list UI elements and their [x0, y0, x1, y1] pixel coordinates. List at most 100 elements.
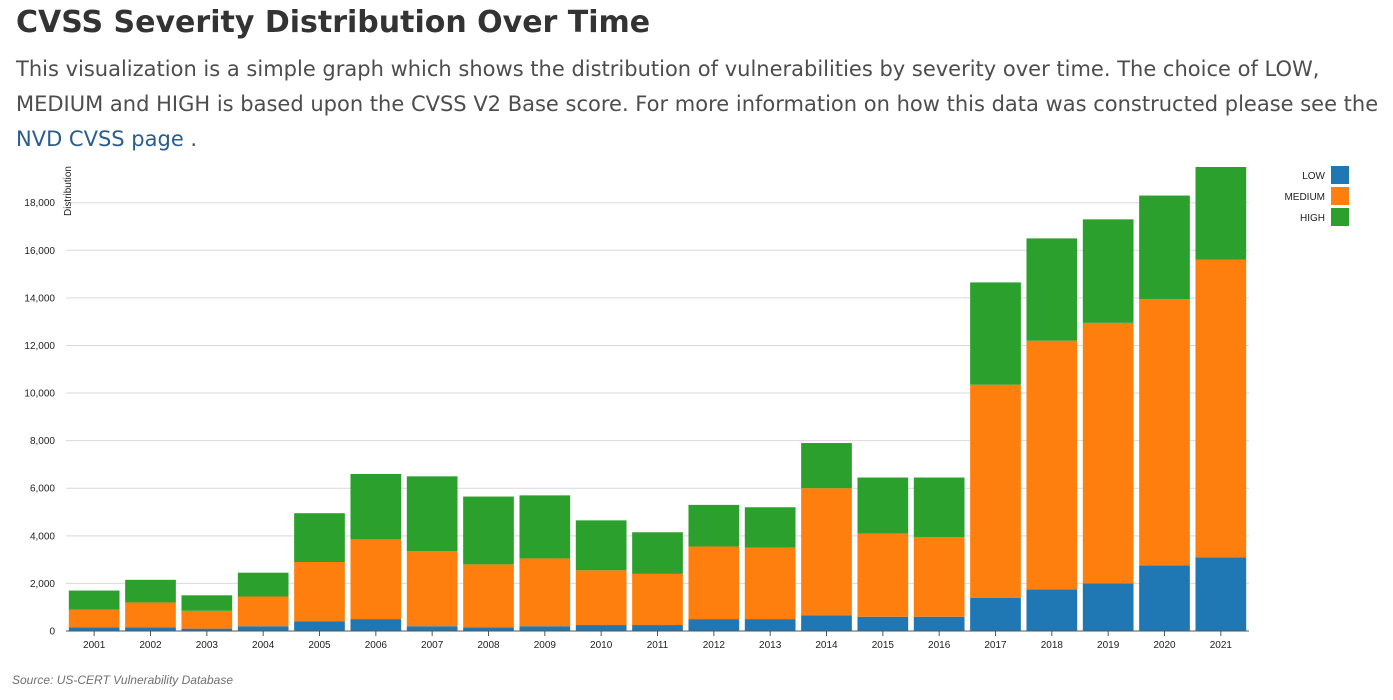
x-tick-label: 2020	[1153, 640, 1176, 651]
bar-medium-2013	[744, 547, 796, 620]
y-tick-label: 16,000	[24, 246, 55, 257]
x-tick-label: 2014	[815, 640, 838, 651]
bar-low-2020	[1139, 565, 1190, 631]
bar-high-2017	[970, 282, 1021, 385]
bar-high-2019	[1082, 219, 1134, 323]
y-tick-label: 10,000	[24, 389, 55, 400]
bar-high-2021	[1195, 167, 1247, 260]
intro-text: This visualization is a simple graph whi…	[16, 57, 1379, 116]
x-tick-label: 2019	[1097, 640, 1120, 651]
bar-high-2018	[1026, 238, 1078, 341]
bar-low-2009	[519, 626, 571, 631]
y-tick-label: 12,000	[24, 341, 55, 352]
x-tick-label: 2004	[252, 640, 275, 651]
bar-medium-2010	[575, 570, 627, 626]
bar-high-2007	[406, 476, 458, 552]
x-tick-label: 2015	[872, 640, 895, 651]
bar-medium-2018	[1026, 340, 1078, 590]
x-tick-label: 2007	[421, 640, 444, 651]
bar-high-2014	[801, 443, 852, 489]
x-tick-label: 2018	[1041, 640, 1064, 651]
bar-medium-2014	[801, 488, 852, 616]
bar-medium-2004	[237, 596, 289, 627]
bar-medium-2016	[913, 537, 965, 617]
x-tick-label: 2002	[139, 640, 162, 651]
legend-swatch-low	[1331, 166, 1349, 184]
y-tick-label: 0	[49, 627, 55, 638]
bar-high-2003	[181, 595, 233, 611]
bar-low-2017	[970, 597, 1021, 631]
y-tick-label: 18,000	[24, 198, 55, 209]
bar-high-2004	[237, 572, 289, 597]
y-tick-label: 8,000	[30, 436, 55, 447]
bar-high-2012	[688, 504, 740, 547]
x-tick-label: 2013	[759, 640, 782, 651]
bar-low-2006	[350, 619, 402, 631]
bar-high-2001	[68, 590, 120, 610]
bar-low-2013	[744, 619, 796, 631]
x-tick-label: 2010	[590, 640, 613, 651]
legend-label-high: HIGH	[1300, 213, 1325, 224]
intro-paragraph: This visualization is a simple graph whi…	[16, 52, 1386, 157]
bar-medium-2021	[1195, 259, 1247, 558]
bar-medium-2009	[519, 558, 571, 627]
bar-low-2016	[913, 616, 965, 631]
x-tick-label: 2001	[83, 640, 106, 651]
bar-low-2007	[406, 626, 458, 631]
page-title: CVSS Severity Distribution Over Time	[16, 5, 651, 40]
bar-high-2002	[125, 579, 176, 603]
bar-low-2021	[1195, 557, 1247, 631]
bar-medium-2002	[125, 602, 176, 628]
bar-low-2005	[294, 621, 345, 631]
x-tick-label: 2008	[477, 640, 500, 651]
bar-medium-2003	[181, 610, 233, 629]
legend-swatch-medium	[1331, 187, 1349, 205]
bar-low-2010	[575, 625, 627, 631]
x-tick-label: 2009	[534, 640, 557, 651]
bar-medium-2006	[350, 539, 402, 620]
bar-high-2020	[1139, 195, 1190, 300]
bar-medium-2005	[294, 561, 345, 622]
bar-high-2010	[575, 520, 627, 571]
bar-low-2003	[181, 628, 233, 631]
x-tick-label: 2017	[984, 640, 1007, 651]
x-tick-label: 2021	[1210, 640, 1233, 651]
y-tick-label: 4,000	[30, 531, 55, 542]
bar-medium-2001	[68, 609, 120, 628]
bar-high-2009	[519, 495, 571, 559]
bar-low-2001	[68, 627, 120, 631]
legend-swatch-high	[1331, 208, 1349, 226]
x-tick-label: 2011	[647, 640, 669, 651]
bar-high-2016	[913, 477, 965, 538]
bar-medium-2008	[463, 564, 514, 628]
y-axis-title: Distribution	[63, 166, 74, 216]
bar-medium-2017	[970, 384, 1021, 598]
bar-low-2012	[688, 619, 740, 631]
x-tick-label: 2006	[365, 640, 388, 651]
bar-high-2008	[463, 496, 514, 565]
bar-high-2005	[294, 513, 345, 562]
bar-low-2004	[237, 626, 289, 631]
legend-label-medium: MEDIUM	[1284, 192, 1325, 203]
x-tick-label: 2005	[308, 640, 331, 651]
y-tick-label: 6,000	[30, 484, 55, 495]
bar-medium-2007	[406, 551, 458, 627]
bar-low-2018	[1026, 589, 1078, 631]
bar-medium-2019	[1082, 322, 1134, 584]
legend-label-low: LOW	[1302, 171, 1325, 182]
bar-high-2006	[350, 473, 402, 540]
bar-low-2008	[463, 627, 514, 631]
bar-low-2019	[1082, 583, 1134, 631]
bar-medium-2011	[632, 573, 683, 626]
bar-medium-2012	[688, 546, 740, 620]
x-tick-label: 2012	[703, 640, 726, 651]
intro-text-end: .	[183, 127, 198, 151]
nvd-cvss-link[interactable]: NVD CVSS page	[16, 127, 184, 151]
x-tick-label: 2003	[196, 640, 219, 651]
bar-medium-2020	[1139, 299, 1190, 566]
bar-high-2013	[744, 507, 796, 548]
bar-medium-2015	[857, 533, 909, 617]
bar-low-2002	[125, 627, 176, 631]
severity-stacked-bar-chart: 0 2,000 4,000 6,000 8,000 10,000 12,000 14,000 1…	[24, 166, 1349, 651]
bar-low-2014	[801, 615, 852, 631]
